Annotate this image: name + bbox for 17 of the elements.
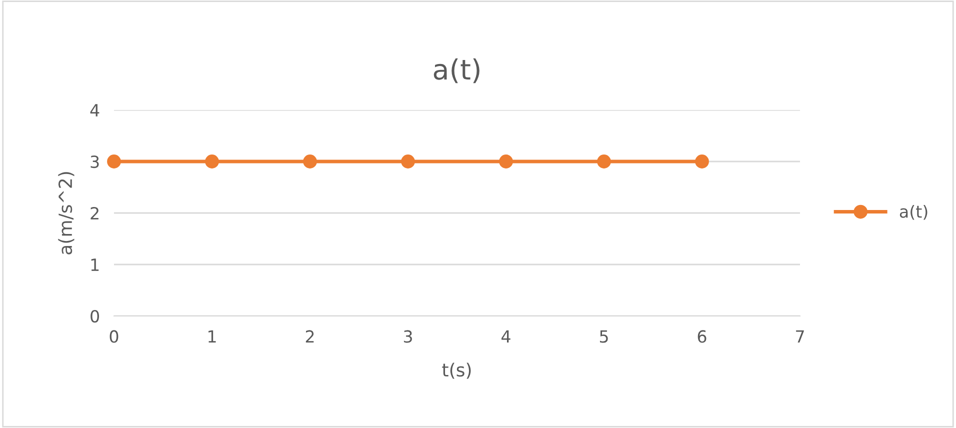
x-tick-label: 7 bbox=[796, 330, 804, 343]
x-tick-label: 0 bbox=[110, 330, 118, 343]
y-tick-label: 1 bbox=[91, 258, 99, 271]
x-tick-label: 1 bbox=[208, 330, 216, 343]
y-axis-title: a(m/s^2) bbox=[58, 172, 74, 254]
x-axis-title: t(s) bbox=[442, 362, 471, 379]
y-tick-label: 3 bbox=[90, 155, 99, 168]
x-tick-label: 6 bbox=[698, 330, 706, 343]
y-tick-label: 2 bbox=[90, 206, 98, 220]
x-tick-label: 2 bbox=[306, 330, 314, 343]
y-tick-label: 4 bbox=[90, 104, 100, 116]
x-tick-label: 4 bbox=[502, 330, 510, 343]
x-tick-label: 3 bbox=[404, 330, 412, 343]
y-tick-label: 0 bbox=[90, 310, 100, 323]
x-tick-label: 5 bbox=[600, 330, 608, 343]
legend-label: a(t) bbox=[900, 204, 928, 220]
chart-title: a(t) bbox=[434, 58, 480, 84]
